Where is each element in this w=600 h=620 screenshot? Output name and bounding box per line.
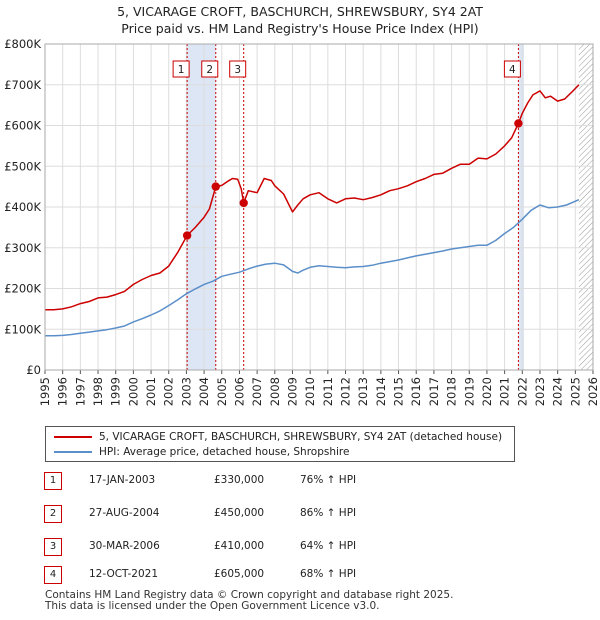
sale-number-badge: 3 xyxy=(44,538,62,556)
sale-point-1 xyxy=(182,231,192,240)
x-tick-label: 2000 xyxy=(126,377,140,406)
x-tick-label: 2009 xyxy=(285,377,299,406)
x-tick-label: 2005 xyxy=(215,377,229,406)
x-tick-label: 2018 xyxy=(445,377,459,406)
price-chart: 1 2 3 4 £0 £100K £200K £300K £400K £500K £600K £70… xyxy=(4,37,600,406)
property-price-line xyxy=(45,84,580,311)
sale-point-3 xyxy=(239,198,248,208)
title-line-2: Price paid vs. HM Land Registry's House … xyxy=(121,21,479,36)
x-tick-label: 2001 xyxy=(144,377,158,406)
sale-number-badge: 4 xyxy=(44,566,62,584)
x-tick-label: 2022 xyxy=(515,377,529,406)
footer-line-1: Contains HM Land Registry data © Crown c… xyxy=(45,589,454,601)
x-tick-label: 2024 xyxy=(551,377,565,406)
sale-label-box-3 xyxy=(229,60,247,78)
title-line-1: 5, VICARAGE CROFT, BASCHURCH, SHREWSBURY… xyxy=(117,4,483,19)
x-tick-label: 2008 xyxy=(268,377,282,406)
plot-border xyxy=(44,43,594,371)
x-tick-label: 2006 xyxy=(232,377,246,406)
x-tick-label: 2025 xyxy=(568,377,582,406)
sale-price: £605,000 xyxy=(214,568,265,580)
legend-label-hpi: HPI: Average price, detached house, Shro… xyxy=(99,446,350,458)
x-tick-label: 2014 xyxy=(374,377,388,406)
x-tick-label: 1996 xyxy=(56,377,70,406)
sale-date: 27-AUG-2004 xyxy=(89,507,160,519)
sale-price: £410,000 xyxy=(214,540,265,552)
x-tick-label: 2015 xyxy=(392,377,406,406)
sale-price: £450,000 xyxy=(214,507,265,519)
sale-label-box-4 xyxy=(503,60,521,78)
sale-date: 30-MAR-2006 xyxy=(89,540,160,552)
sale-hpi-change: 68% ↑ HPI xyxy=(300,568,357,580)
y-tick-label: £500K xyxy=(4,159,41,173)
legend-swatch-property xyxy=(54,436,92,438)
sale-hpi-change: 76% ↑ HPI xyxy=(300,474,357,486)
sale-point-4 xyxy=(514,119,523,128)
legend: 5, VICARAGE CROFT, BASCHURCH, SHREWSBURY… xyxy=(45,426,515,462)
x-tick-label: 1999 xyxy=(109,377,123,406)
x-tick-label: 2011 xyxy=(321,377,335,406)
x-tick-label: 2023 xyxy=(533,377,547,406)
sale-row-2: 2 27-AUG-2004 £450,000 86% ↑ HPI xyxy=(44,505,404,523)
sale-point-2 xyxy=(211,182,220,191)
sale-row-4: 4 12-OCT-2021 £605,000 68% ↑ HPI xyxy=(44,566,404,584)
footer-attribution: Contains HM Land Registry data © Crown c… xyxy=(45,590,453,612)
legend-item-property: 5, VICARAGE CROFT, BASCHURCH, SHREWSBURY… xyxy=(54,430,502,444)
x-tick-label: 2026 xyxy=(586,377,600,406)
y-tick-label: £100K xyxy=(4,322,41,336)
x-tick-label: 1995 xyxy=(38,377,52,406)
sale-label-1: 1 xyxy=(178,64,185,76)
sale-number-badge: 1 xyxy=(44,472,62,490)
y-tick-label: £600K xyxy=(4,119,41,133)
y-tick-label: £200K xyxy=(4,282,41,296)
sale-number-badge: 2 xyxy=(44,505,62,523)
x-tick-label: 2012 xyxy=(339,377,353,406)
sale-label-box-1 xyxy=(172,60,190,78)
x-tick-label: 2013 xyxy=(356,377,370,406)
sale-label-2: 2 xyxy=(206,64,213,76)
x-tick-label: 2016 xyxy=(409,377,423,406)
sale-row-1: 1 17-JAN-2003 £330,000 76% ↑ HPI xyxy=(44,472,404,490)
x-tick-label: 2007 xyxy=(250,377,264,406)
y-tick-label: £300K xyxy=(4,241,41,255)
sale-label-box-2 xyxy=(201,60,219,78)
sale-date: 12-OCT-2021 xyxy=(89,568,158,580)
y-tick-label: £800K xyxy=(4,37,41,51)
y-tick-label: £700K xyxy=(4,78,41,92)
x-tick-label: 2020 xyxy=(480,377,494,406)
sale-hpi-change: 64% ↑ HPI xyxy=(300,540,357,552)
sale-price: £330,000 xyxy=(214,474,265,486)
sale-label-4: 4 xyxy=(509,64,516,76)
x-tick-label: 2017 xyxy=(427,377,441,406)
x-tick-label: 2004 xyxy=(197,377,211,406)
x-tick-label: 2019 xyxy=(462,377,476,406)
x-tick-label: 1998 xyxy=(91,377,105,406)
x-tick-label: 1997 xyxy=(73,377,87,406)
legend-label-property: 5, VICARAGE CROFT, BASCHURCH, SHREWSBURY… xyxy=(99,431,503,443)
x-tick-label: 2010 xyxy=(303,377,317,406)
x-tick-label: 2002 xyxy=(162,377,176,406)
sale-label-3: 3 xyxy=(234,64,241,76)
y-tick-label: £0 xyxy=(26,363,41,377)
hpi-line xyxy=(45,199,580,337)
sale-hpi-change: 86% ↑ HPI xyxy=(300,507,357,519)
y-tick-label: £400K xyxy=(4,200,41,214)
legend-swatch-hpi xyxy=(54,451,92,453)
x-tick-label: 2003 xyxy=(179,377,193,406)
x-tick-label: 2021 xyxy=(498,377,512,406)
chart-title: 5, VICARAGE CROFT, BASCHURCH, SHREWSBURY… xyxy=(0,3,600,37)
legend-item-hpi: HPI: Average price, detached house, Shro… xyxy=(54,445,349,459)
footer-line-2: This data is licensed under the Open Gov… xyxy=(45,600,380,612)
sale-row-3: 3 30-MAR-2006 £410,000 64% ↑ HPI xyxy=(44,538,404,556)
sale-date: 17-JAN-2003 xyxy=(89,474,156,486)
